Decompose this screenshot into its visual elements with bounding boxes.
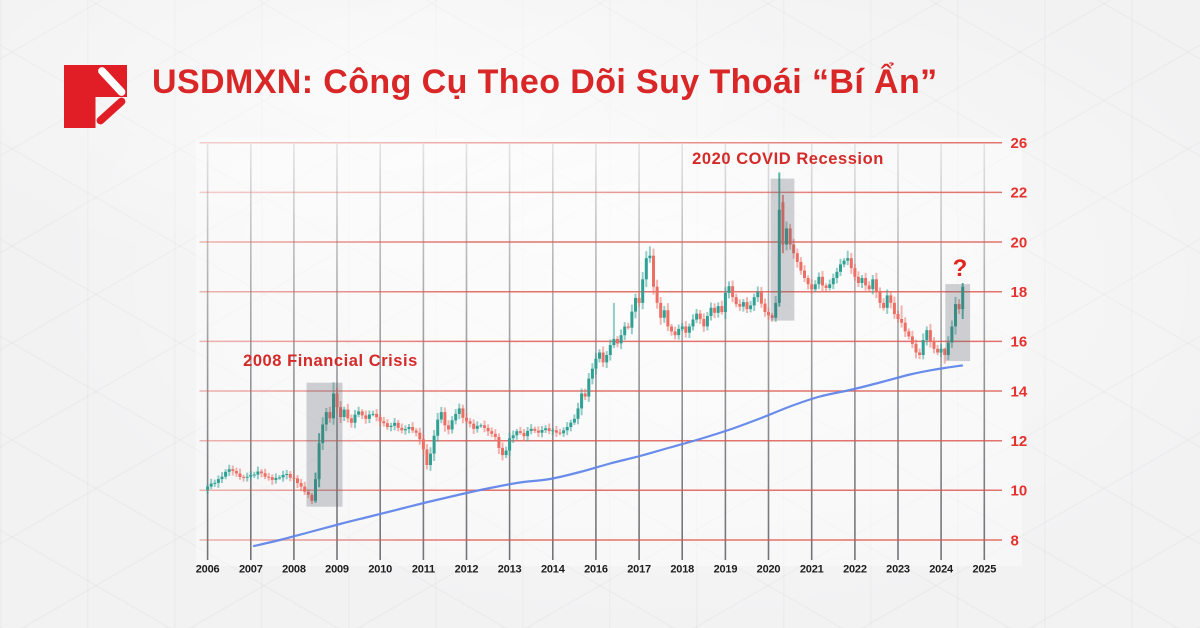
svg-text:18: 18 — [1011, 284, 1028, 301]
svg-text:2019: 2019 — [714, 564, 738, 576]
svg-text:2018: 2018 — [670, 564, 694, 576]
svg-text:2007: 2007 — [239, 564, 263, 576]
svg-text:2008: 2008 — [282, 564, 306, 576]
svg-text:12: 12 — [1011, 433, 1028, 450]
svg-text:2023: 2023 — [886, 564, 910, 576]
svg-text:2013: 2013 — [498, 564, 522, 576]
svg-text:2012: 2012 — [455, 564, 479, 576]
svg-text:2025: 2025 — [972, 564, 996, 576]
svg-text:8: 8 — [1011, 532, 1019, 549]
svg-text:2022: 2022 — [843, 564, 867, 576]
svg-text:2006: 2006 — [196, 564, 220, 576]
svg-text:2008 Financial Crisis: 2008 Financial Crisis — [243, 352, 418, 370]
svg-text:16: 16 — [1011, 334, 1028, 351]
svg-text:2011: 2011 — [412, 564, 435, 576]
svg-text:2017: 2017 — [627, 564, 651, 576]
svg-text:2009: 2009 — [325, 564, 349, 576]
svg-text:22: 22 — [1011, 185, 1028, 202]
svg-text:?: ? — [953, 255, 968, 282]
svg-text:14: 14 — [1011, 383, 1028, 400]
svg-text:2016: 2016 — [584, 564, 608, 576]
svg-text:10: 10 — [1011, 483, 1028, 500]
svg-text:20: 20 — [1011, 234, 1028, 251]
svg-text:2010: 2010 — [368, 564, 392, 576]
svg-text:26: 26 — [1011, 135, 1028, 152]
svg-text:2021: 2021 — [800, 564, 824, 576]
svg-text:2020 COVID Recession: 2020 COVID Recession — [692, 150, 884, 168]
svg-text:2014: 2014 — [541, 564, 566, 576]
svg-text:2024: 2024 — [929, 564, 954, 576]
svg-text:2020: 2020 — [757, 564, 781, 576]
